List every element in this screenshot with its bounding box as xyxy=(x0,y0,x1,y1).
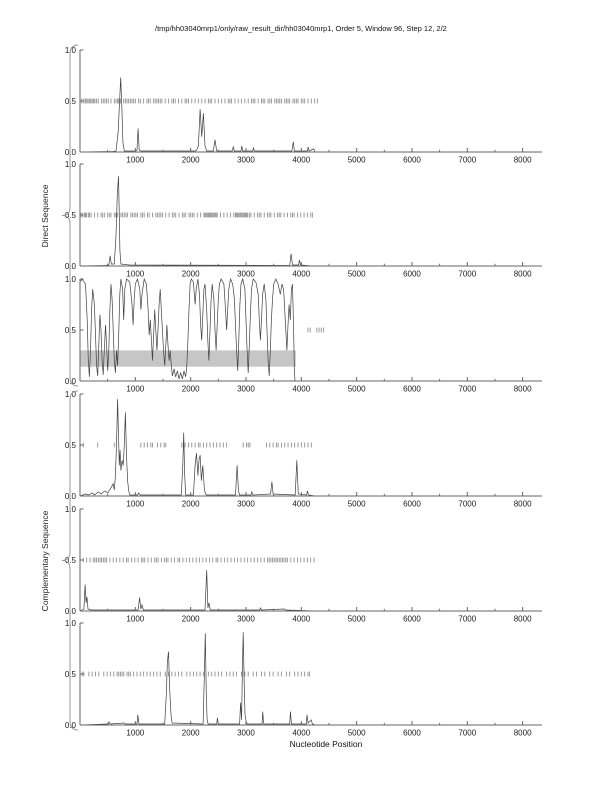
x-tick-label: 2000 xyxy=(182,156,200,165)
complementary-sequence-group-label: Complementary Sequence xyxy=(40,510,50,612)
x-tick-label: 5000 xyxy=(348,729,366,738)
x-tick-label: 4000 xyxy=(292,270,310,279)
x-tick-label: 7000 xyxy=(458,615,476,624)
x-tick-label: 7000 xyxy=(458,270,476,279)
coding-probability-curve xyxy=(79,77,316,153)
codon-marker-row xyxy=(80,212,313,218)
x-tick-label: 8000 xyxy=(514,156,532,165)
x-tick-label: 6000 xyxy=(403,156,421,165)
complementary-sequence-brace xyxy=(61,390,79,731)
y-tick-label: 0.5 xyxy=(65,441,77,450)
x-tick-label: 1000 xyxy=(126,615,144,624)
x-tick-label: 6000 xyxy=(403,729,421,738)
x-tick-label: 1000 xyxy=(126,729,144,738)
x-tick-label: 6000 xyxy=(403,270,421,279)
x-tick-label: 2000 xyxy=(182,270,200,279)
x-tick-label: 4000 xyxy=(292,729,310,738)
shaded-band xyxy=(80,350,296,367)
x-tick-label: 5000 xyxy=(348,156,366,165)
x-tick-label: 5000 xyxy=(348,385,366,394)
x-tick-label: 2000 xyxy=(182,615,200,624)
y-tick-label: 1.0 xyxy=(65,160,77,169)
direct-sequence-group-label: Direct Sequence xyxy=(40,184,50,248)
x-tick-label: 5000 xyxy=(348,270,366,279)
y-tick-label: 0.5 xyxy=(65,211,77,220)
coding-probability-curve xyxy=(79,399,316,497)
x-tick-label: 3000 xyxy=(237,156,255,165)
y-tick-label: 0.5 xyxy=(65,556,77,565)
x-tick-label: 1000 xyxy=(126,500,144,509)
y-tick-label: 0.0 xyxy=(65,492,77,501)
codon-marker-row xyxy=(307,327,324,333)
x-tick-label: 3000 xyxy=(237,270,255,279)
x-tick-label: 5000 xyxy=(348,500,366,509)
x-tick-label: 8000 xyxy=(514,500,532,509)
codon-marker-row xyxy=(82,557,315,563)
x-tick-label: 3000 xyxy=(237,500,255,509)
x-tick-label: 7000 xyxy=(458,156,476,165)
x-tick-label: 1000 xyxy=(126,385,144,394)
x-tick-label: 4000 xyxy=(292,156,310,165)
x-tick-label: 8000 xyxy=(514,729,532,738)
codon-marker-row xyxy=(81,671,311,677)
x-tick-label: 2000 xyxy=(182,500,200,509)
x-tick-label: 6000 xyxy=(403,385,421,394)
x-tick-label: 8000 xyxy=(514,385,532,394)
x-tick-label: 4000 xyxy=(292,385,310,394)
x-tick-label: 2000 xyxy=(182,385,200,394)
y-tick-label: 0.5 xyxy=(65,326,77,335)
y-tick-label: 0.0 xyxy=(65,607,77,616)
x-tick-label: 6000 xyxy=(403,615,421,624)
x-tick-label: 8000 xyxy=(514,270,532,279)
x-tick-label: 1000 xyxy=(126,270,144,279)
x-tick-label: 7000 xyxy=(458,500,476,509)
coding-probability-curve xyxy=(79,176,313,267)
panel-direct-frame-2: 0.0 0.5 1.0 1000 2000 3000 4000 5000 6000 7000 800… xyxy=(65,160,542,279)
x-tick-label: 3000 xyxy=(237,729,255,738)
plot-title: /tmp/hh03040mrp1/only/raw_result_dir/hh0… xyxy=(155,24,447,33)
y-tick-label: 1.0 xyxy=(65,275,77,284)
x-tick-label: 1000 xyxy=(126,156,144,165)
coding-probability-curve xyxy=(79,570,316,612)
x-tick-label: 8000 xyxy=(514,615,532,624)
y-tick-label: 0.0 xyxy=(65,262,77,271)
x-tick-label: 4000 xyxy=(292,500,310,509)
y-tick-label: 1.0 xyxy=(65,505,77,514)
panel-complementary-frame-5: 0.0 0.5 1.0 1000 2000 3000 4000 5000 6000 7000 800… xyxy=(65,505,542,624)
y-tick-label: 0.5 xyxy=(65,97,77,106)
codon-marker-row xyxy=(81,98,318,104)
y-tick-label: 0.5 xyxy=(65,670,77,679)
y-tick-label: 1.0 xyxy=(65,619,77,628)
x-tick-label: 7000 xyxy=(458,385,476,394)
x-tick-label: 5000 xyxy=(348,615,366,624)
x-tick-label: 2000 xyxy=(182,729,200,738)
direct-sequence-brace xyxy=(61,44,79,387)
coding-probability-curve xyxy=(79,277,296,382)
y-tick-label: 0.0 xyxy=(65,148,77,157)
x-tick-label: 7000 xyxy=(458,729,476,738)
x-axis-title: Nucleotide Position xyxy=(289,739,363,749)
x-tick-label: 4000 xyxy=(292,615,310,624)
x-tick-label: 3000 xyxy=(237,615,255,624)
x-tick-label: 3000 xyxy=(237,385,255,394)
x-tick-label: 6000 xyxy=(403,500,421,509)
coding-probability-curve xyxy=(79,632,316,726)
codon-marker-row xyxy=(82,442,312,448)
